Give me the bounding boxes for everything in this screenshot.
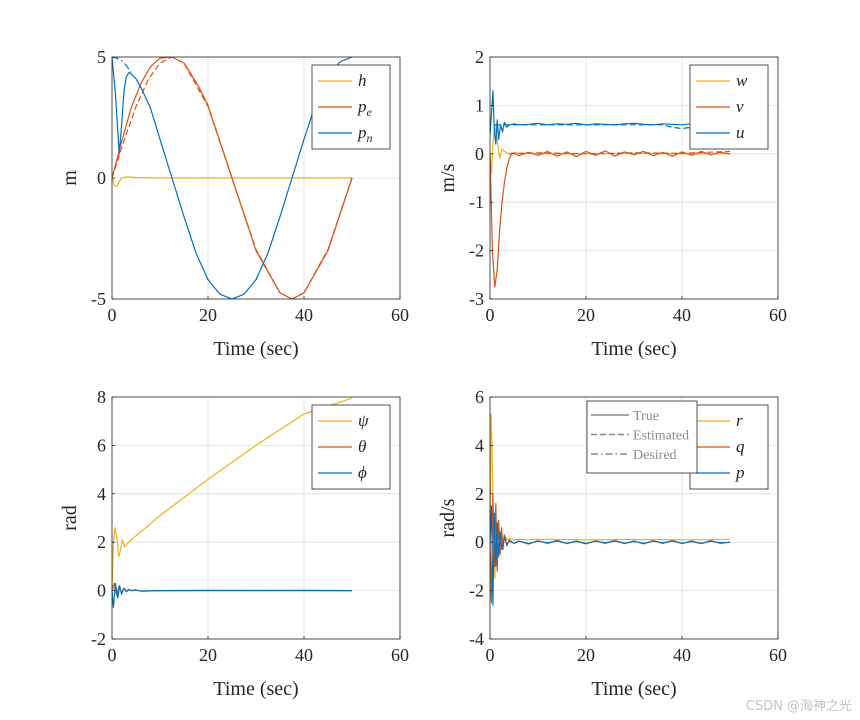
y-axis-label: m — [59, 170, 81, 186]
x-tick-label: 40 — [295, 645, 313, 665]
x-tick-label: 0 — [486, 305, 495, 325]
legend-label-p: p — [735, 463, 745, 482]
series-line-pn_des — [112, 57, 132, 74]
axes-box — [489, 56, 779, 300]
x-tick-label: 0 — [108, 645, 117, 665]
y-axis-label: rad/s — [437, 498, 459, 537]
y-tick-label: 5 — [97, 47, 106, 67]
y-tick-label: 4 — [97, 484, 106, 504]
y-tick-label: 2 — [97, 532, 106, 552]
y-axis-label: m/s — [437, 163, 459, 192]
style-legend-label: Estimated — [633, 429, 689, 444]
legend-label-r: r — [736, 411, 743, 430]
y-tick-label: 4 — [475, 435, 484, 455]
y-tick-label: 0 — [475, 532, 484, 552]
series-line-pn — [112, 57, 353, 299]
y-tick-label: 2 — [475, 47, 484, 67]
watermark: CSDN @海神之光 — [745, 699, 852, 714]
legend-subscript: e — [367, 105, 373, 119]
subplot-rates: 0 20 40 60 -4 -2 0 2 4 6 Time (sec) rad/s rqp True Est… — [437, 387, 787, 700]
style-legend-label: Desired — [633, 448, 677, 463]
y-tick-label: 8 — [97, 387, 106, 407]
x-tick-label: 60 — [391, 645, 409, 665]
style-legend: True Estimated Desired — [586, 400, 698, 474]
x-axis-label: Time (sec) — [213, 338, 298, 360]
series-group — [112, 397, 353, 609]
axes-box — [111, 396, 401, 640]
legend: wvu — [689, 64, 769, 150]
legend-label-q: q — [736, 437, 745, 456]
y-axis-label: rad — [59, 505, 81, 531]
subplot-velocity: 0 20 40 60 -3 -2 -1 0 1 2 Time (sec) m/s wvu — [437, 47, 787, 360]
y-tick-label: 1 — [475, 95, 484, 115]
x-axis-label: Time (sec) — [213, 678, 298, 700]
x-tick-label: 20 — [199, 305, 217, 325]
legend-label-phi: ϕ — [358, 463, 367, 482]
y-tick-label: -5 — [91, 289, 106, 309]
x-tick-label: 40 — [673, 645, 691, 665]
axes-box — [489, 396, 779, 640]
series-line-h — [112, 175, 352, 188]
y-tick-label: 0 — [475, 144, 484, 164]
series-line-p — [490, 505, 731, 606]
series-line-phi — [112, 582, 353, 609]
y-tick-label: -3 — [469, 289, 484, 309]
legend-label-v: v — [736, 97, 744, 116]
legend-label-psi: ψ — [358, 411, 369, 430]
y-tick-label: -2 — [91, 629, 106, 649]
y-tick-label: -2 — [469, 241, 484, 261]
x-axis-label: Time (sec) — [591, 338, 676, 360]
legend-subscript: n — [367, 131, 373, 145]
y-tick-label: 0 — [97, 168, 106, 188]
x-tick-label: 20 — [199, 645, 217, 665]
y-tick-label: 2 — [475, 484, 484, 504]
y-tick-label: -2 — [469, 581, 484, 601]
series-line-u — [490, 90, 731, 145]
legend: ψθϕ — [311, 404, 391, 490]
y-tick-label: -4 — [469, 629, 484, 649]
x-tick-label: 20 — [577, 645, 595, 665]
x-tick-label: 0 — [486, 645, 495, 665]
series-line-psi — [112, 397, 353, 591]
series-line-pe — [112, 57, 353, 299]
y-tick-label: 0 — [97, 581, 106, 601]
series-line-pe_des — [112, 57, 353, 299]
x-axis-label: Time (sec) — [591, 678, 676, 700]
x-tick-label: 20 — [577, 305, 595, 325]
style-legend-box — [586, 400, 698, 474]
y-tick-label: 6 — [475, 387, 484, 407]
y-tick-label: -1 — [469, 192, 484, 212]
legend-label-u: u — [736, 123, 745, 142]
x-tick-label: 40 — [295, 305, 313, 325]
legend-label-w: w — [736, 71, 748, 90]
x-tick-label: 60 — [769, 305, 787, 325]
legend-label-theta: θ — [358, 437, 366, 456]
series-line-v_est — [509, 150, 731, 155]
series-group — [112, 57, 353, 299]
series-group — [490, 413, 731, 606]
x-tick-label: 0 — [108, 305, 117, 325]
x-tick-label: 60 — [391, 305, 409, 325]
legend: rqp — [689, 404, 769, 490]
style-legend-label: True — [633, 409, 659, 424]
y-tick-label: 6 — [97, 435, 106, 455]
x-tick-label: 60 — [769, 645, 787, 665]
x-tick-label: 40 — [673, 305, 691, 325]
legend-label-h: h — [358, 71, 367, 90]
series-line-v — [490, 150, 731, 288]
